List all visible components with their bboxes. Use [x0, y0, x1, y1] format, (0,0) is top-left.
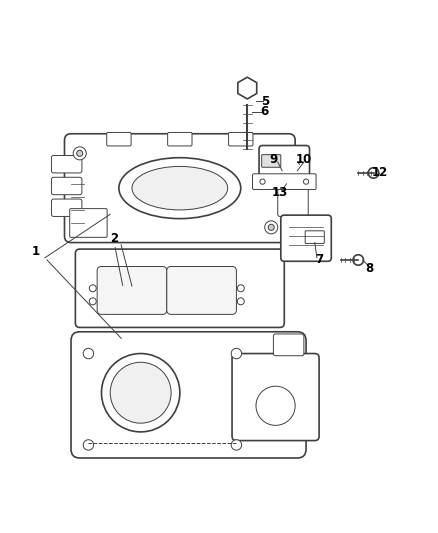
Text: 2: 2 [110, 232, 119, 245]
FancyBboxPatch shape [167, 266, 237, 314]
Text: 1: 1 [32, 245, 40, 258]
FancyBboxPatch shape [259, 146, 310, 183]
FancyBboxPatch shape [281, 215, 331, 261]
Circle shape [231, 349, 242, 359]
Circle shape [73, 221, 86, 234]
Circle shape [231, 440, 242, 450]
Circle shape [237, 285, 244, 292]
Text: 6: 6 [261, 106, 269, 118]
FancyBboxPatch shape [253, 174, 316, 189]
FancyBboxPatch shape [71, 332, 306, 458]
FancyBboxPatch shape [51, 199, 82, 216]
Circle shape [265, 147, 278, 160]
Circle shape [368, 168, 379, 178]
FancyBboxPatch shape [261, 155, 281, 167]
FancyBboxPatch shape [232, 353, 319, 441]
Text: 9: 9 [269, 154, 278, 166]
Text: 13: 13 [272, 186, 288, 199]
Text: 5: 5 [261, 95, 269, 108]
FancyBboxPatch shape [168, 133, 192, 146]
FancyBboxPatch shape [107, 133, 131, 146]
Circle shape [304, 179, 309, 184]
Circle shape [89, 298, 96, 305]
Circle shape [83, 440, 94, 450]
Text: 12: 12 [372, 166, 388, 180]
FancyBboxPatch shape [305, 231, 324, 244]
Circle shape [353, 255, 364, 265]
Text: 10: 10 [296, 154, 312, 166]
FancyBboxPatch shape [70, 208, 107, 237]
FancyBboxPatch shape [229, 133, 253, 146]
FancyBboxPatch shape [75, 249, 284, 327]
Circle shape [77, 150, 83, 156]
FancyBboxPatch shape [97, 266, 167, 314]
Circle shape [268, 224, 274, 230]
Circle shape [237, 298, 244, 305]
Circle shape [265, 221, 278, 234]
FancyBboxPatch shape [273, 334, 304, 356]
FancyBboxPatch shape [64, 134, 295, 243]
Circle shape [110, 362, 171, 423]
Circle shape [77, 224, 83, 230]
FancyBboxPatch shape [51, 177, 82, 195]
Text: 8: 8 [365, 262, 373, 275]
Circle shape [256, 386, 295, 425]
FancyBboxPatch shape [278, 182, 308, 216]
Circle shape [89, 285, 96, 292]
Text: 7: 7 [315, 254, 323, 266]
Circle shape [83, 349, 94, 359]
Ellipse shape [119, 158, 241, 219]
Circle shape [73, 147, 86, 160]
Ellipse shape [132, 166, 228, 210]
Circle shape [268, 150, 274, 156]
Circle shape [102, 353, 180, 432]
Circle shape [260, 179, 265, 184]
FancyBboxPatch shape [51, 156, 82, 173]
